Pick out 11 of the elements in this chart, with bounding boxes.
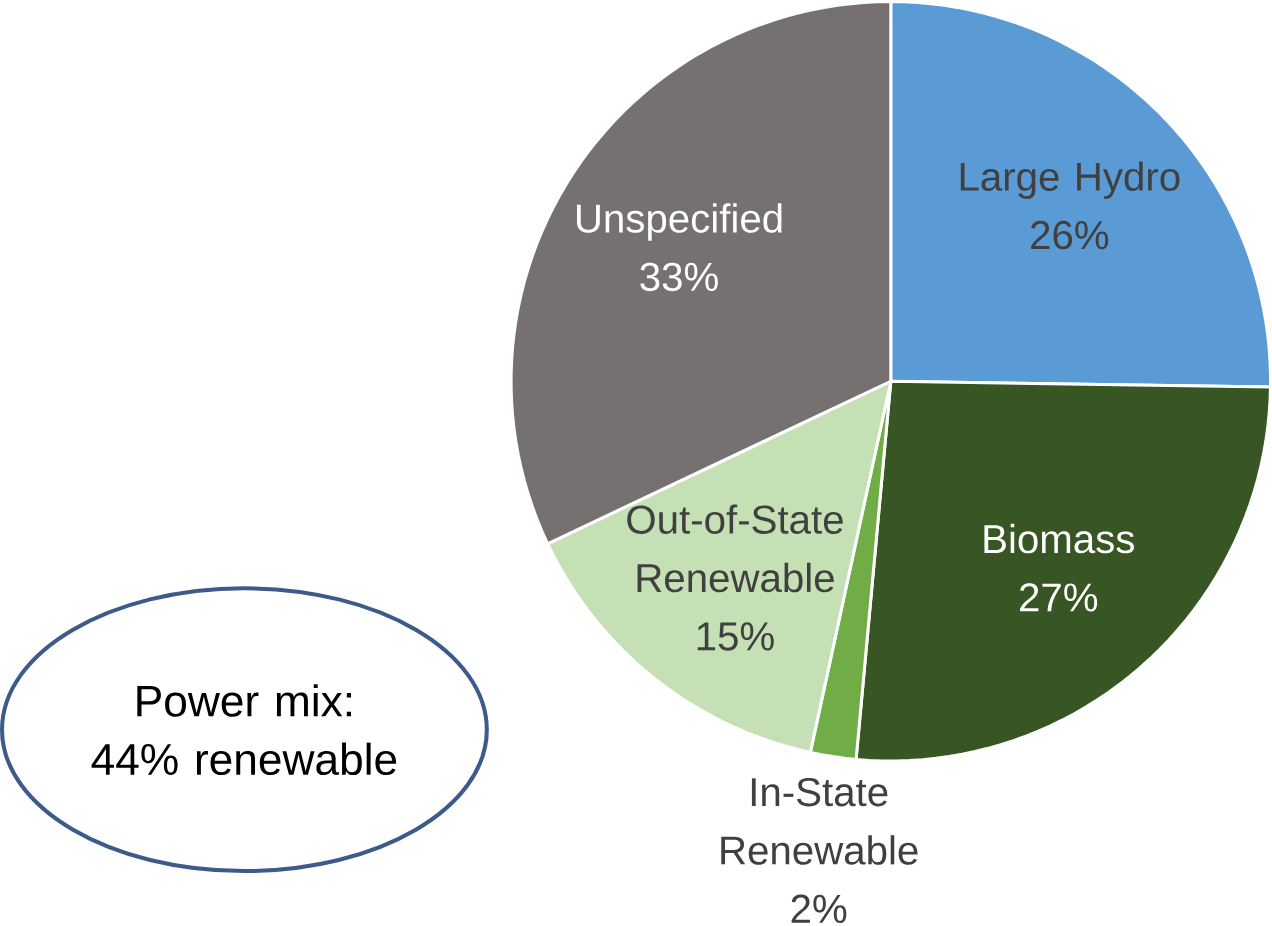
text: Power mix: 44% renewable [91,684,397,775]
slice-label: Out-of-State Renewable [627,504,843,593]
data-label: 15% [697,622,774,651]
slice-label: In-State Renewable [721,777,918,865]
slice-label: Large Hydro [960,161,1180,199]
slice-label: Unspecified [576,203,782,241]
data-label: 2% [791,894,847,923]
slice-label: Biomass [984,523,1134,554]
data-label: 27% [1020,583,1098,612]
data-label: 26% [1031,220,1109,250]
data-label: 33% [640,262,718,292]
